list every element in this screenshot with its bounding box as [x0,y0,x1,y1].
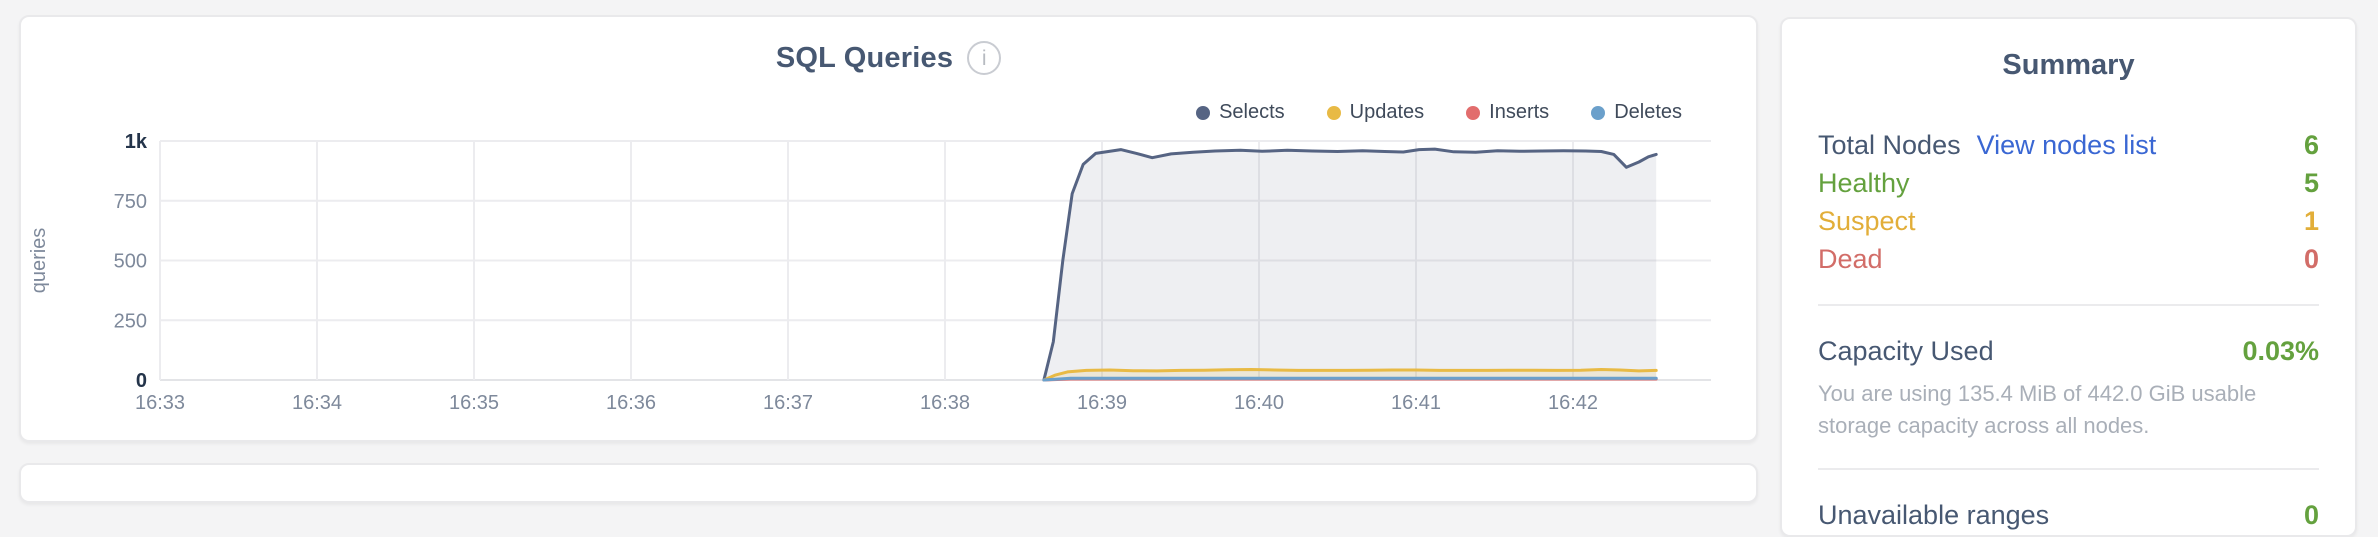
chart-legend: Selects Updates Inserts Deletes [1196,101,1682,124]
legend-dot-deletes [1591,105,1606,120]
svg-text:16:38: 16:38 [920,392,970,414]
svg-text:16:36: 16:36 [606,392,656,414]
summary-panel: Summary Total Nodes View nodes list 6 He… [1780,17,2357,537]
svg-text:16:37: 16:37 [763,392,813,414]
capacity-used-label: Capacity Used [1818,336,1994,366]
dead-value: 0 [2303,244,2319,274]
svg-text:250: 250 [114,310,147,332]
svg-text:0: 0 [136,370,147,392]
chart-title: SQL Queries [775,41,954,74]
divider [1818,468,2319,470]
sql-queries-panel: 0 250 500 750 1k 16:33 16:34 16:35 16:36 16:37 16:… [19,15,1758,442]
healthy-value: 5 [2303,168,2319,198]
svg-text:16:40: 16:40 [1234,392,1284,414]
next-panel-partial [19,463,1758,503]
total-nodes-value: 6 [2303,130,2319,160]
svg-text:16:35: 16:35 [449,392,499,414]
dead-label: Dead [1818,244,1883,274]
healthy-label: Healthy [1818,168,1910,198]
svg-text:16:34: 16:34 [292,392,342,414]
svg-text:500: 500 [114,251,147,273]
svg-text:queries: queries [28,228,50,294]
svg-text:16:41: 16:41 [1391,392,1441,414]
dead-nodes-row: Dead 0 [1818,240,2319,278]
legend-label: Inserts [1489,101,1550,123]
legend-item-inserts: Inserts [1466,101,1549,124]
legend-dot-inserts [1466,105,1481,120]
legend-item-deletes: Deletes [1591,101,1682,124]
legend-label: Updates [1349,101,1425,123]
suspect-value: 1 [2303,206,2319,236]
suspect-nodes-row: Suspect 1 [1818,202,2319,240]
svg-text:16:42: 16:42 [1548,392,1598,414]
chart-header: SQL Queries i [21,41,1756,75]
legend-item-selects: Selects [1196,101,1285,124]
svg-text:750: 750 [114,191,147,213]
svg-text:16:39: 16:39 [1077,392,1127,414]
unavailable-ranges-value: 0 [2303,500,2319,530]
divider [1818,304,2319,306]
svg-text:16:33: 16:33 [135,392,185,414]
legend-label: Selects [1219,101,1285,123]
legend-dot-selects [1196,105,1211,120]
capacity-caption: You are using 135.4 MiB of 442.0 GiB usa… [1818,381,2257,438]
legend-label: Deletes [1614,101,1682,123]
summary-title: Summary [2002,49,2135,81]
total-nodes-label: Total Nodes [1818,130,1961,160]
view-nodes-list-link[interactable]: View nodes list [1976,130,2157,160]
total-nodes-row: Total Nodes View nodes list 6 [1818,126,2319,164]
capacity-used-row: Capacity Used 0.03% [1818,332,2319,370]
capacity-used-value: 0.03% [2242,336,2319,366]
healthy-nodes-row: Healthy 5 [1818,164,2319,202]
suspect-label: Suspect [1818,206,1916,236]
unavailable-ranges-label: Unavailable ranges [1818,500,2050,530]
info-icon[interactable]: i [967,41,1002,75]
unavailable-ranges-row: Unavailable ranges 0 [1818,496,2319,534]
sql-queries-chart[interactable]: 0 250 500 750 1k 16:33 16:34 16:35 16:36 16:37 16:… [21,17,1756,440]
svg-text:1k: 1k [125,131,148,153]
legend-dot-updates [1326,105,1341,120]
legend-item-updates: Updates [1326,101,1425,124]
